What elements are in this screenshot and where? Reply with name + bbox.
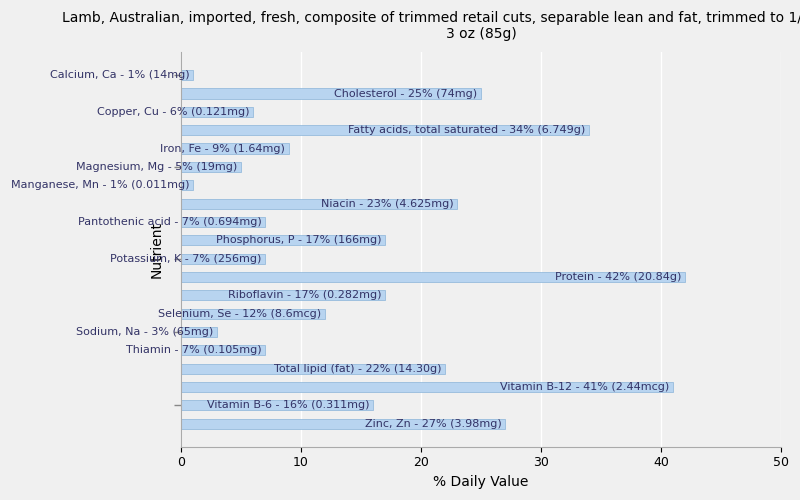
Bar [181,345,265,356]
Text: Riboflavin - 17% (0.282mg): Riboflavin - 17% (0.282mg) [228,290,382,300]
Text: Thiamin - 7% (0.105mg): Thiamin - 7% (0.105mg) [126,346,262,356]
Text: Vitamin B-12 - 41% (2.44mcg): Vitamin B-12 - 41% (2.44mcg) [500,382,670,392]
Bar [181,107,253,117]
Bar [181,272,685,282]
Bar [181,235,385,246]
Bar [181,254,265,264]
Bar [181,70,193,80]
Bar [181,327,217,337]
Text: Iron, Fe - 9% (1.64mg): Iron, Fe - 9% (1.64mg) [161,144,286,154]
X-axis label: % Daily Value: % Daily Value [434,475,529,489]
Title: Lamb, Australian, imported, fresh, composite of trimmed retail cuts, separable l: Lamb, Australian, imported, fresh, compo… [62,11,800,42]
Bar [181,400,373,410]
Text: Potassium, K - 7% (256mg): Potassium, K - 7% (256mg) [110,254,262,264]
Text: Vitamin B-6 - 16% (0.311mg): Vitamin B-6 - 16% (0.311mg) [207,400,370,410]
Bar [181,364,445,374]
Text: Zinc, Zn - 27% (3.98mg): Zinc, Zn - 27% (3.98mg) [365,418,502,428]
Bar [181,180,193,190]
Bar [181,88,481,99]
Text: Phosphorus, P - 17% (166mg): Phosphorus, P - 17% (166mg) [216,235,382,245]
Bar [181,198,457,208]
Bar [181,382,673,392]
Text: Total lipid (fat) - 22% (14.30g): Total lipid (fat) - 22% (14.30g) [274,364,442,374]
Text: Sodium, Na - 3% (65mg): Sodium, Na - 3% (65mg) [76,327,214,337]
Text: Manganese, Mn - 1% (0.011mg): Manganese, Mn - 1% (0.011mg) [11,180,190,190]
Text: Pantothenic acid - 7% (0.694mg): Pantothenic acid - 7% (0.694mg) [78,217,262,227]
Bar [181,217,265,227]
Bar [181,144,289,154]
Text: Magnesium, Mg - 5% (19mg): Magnesium, Mg - 5% (19mg) [76,162,238,172]
Text: Fatty acids, total saturated - 34% (6.749g): Fatty acids, total saturated - 34% (6.74… [348,125,586,135]
Text: Selenium, Se - 12% (8.6mcg): Selenium, Se - 12% (8.6mcg) [158,308,322,318]
Text: Cholesterol - 25% (74mg): Cholesterol - 25% (74mg) [334,88,478,99]
Bar [181,290,385,300]
Bar [181,125,589,135]
Bar [181,162,241,172]
Text: Niacin - 23% (4.625mg): Niacin - 23% (4.625mg) [321,198,454,208]
Bar [181,308,325,318]
Text: Copper, Cu - 6% (0.121mg): Copper, Cu - 6% (0.121mg) [97,107,250,117]
Bar [181,418,505,428]
Y-axis label: Nutrient: Nutrient [150,221,163,278]
Text: Protein - 42% (20.84g): Protein - 42% (20.84g) [555,272,682,282]
Text: Calcium, Ca - 1% (14mg): Calcium, Ca - 1% (14mg) [50,70,190,80]
